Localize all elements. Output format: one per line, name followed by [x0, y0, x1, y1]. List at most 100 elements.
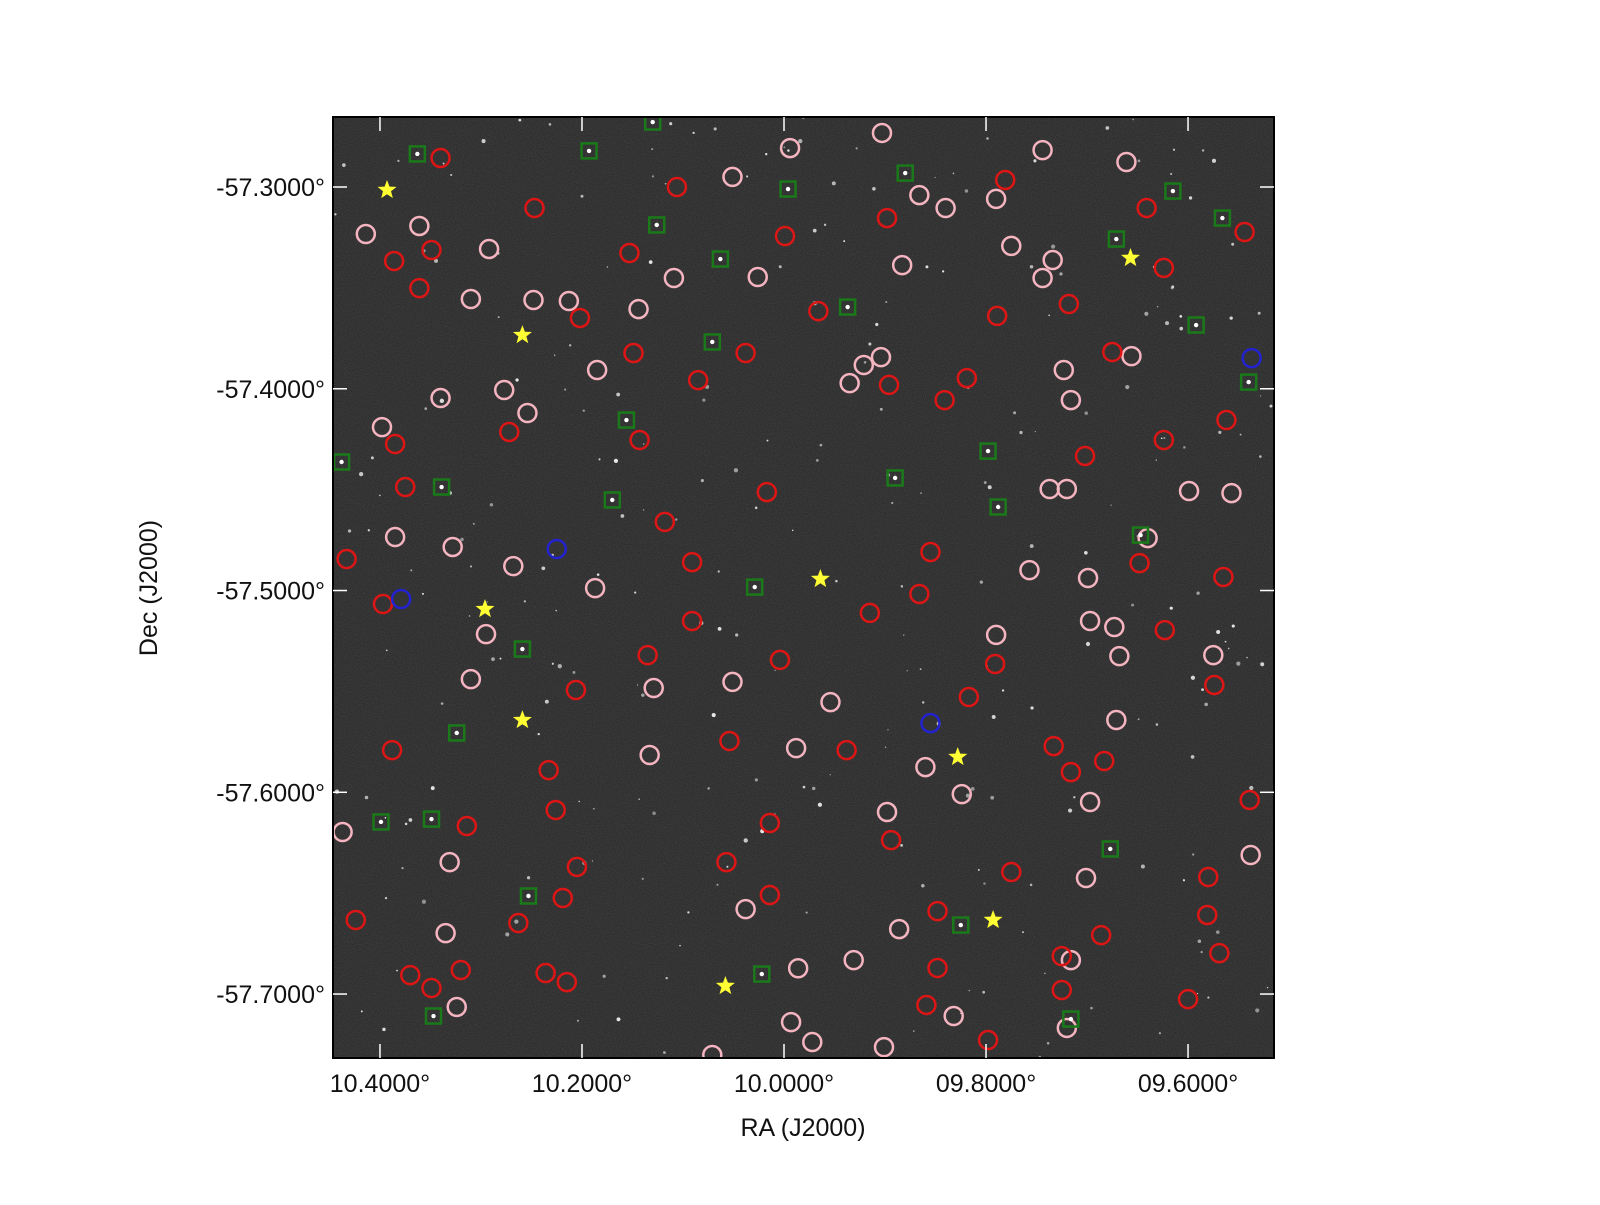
source-circle: [873, 1036, 895, 1058]
field-star: [401, 866, 404, 870]
source-circle: [876, 207, 898, 229]
field-star: [716, 883, 719, 886]
source-circle: [384, 526, 406, 548]
source-circle: [1116, 151, 1137, 173]
field-star: [1196, 591, 1200, 595]
field-star: [1172, 148, 1176, 151]
source-circle: [716, 851, 737, 873]
field-star: [983, 882, 986, 885]
source-circle: [1060, 761, 1082, 783]
source-square: [703, 333, 722, 351]
source-dot: [903, 170, 908, 176]
source-star: [512, 325, 532, 344]
source-circle: [1178, 480, 1200, 502]
field-star: [885, 300, 888, 303]
field-star: [1084, 550, 1088, 555]
field-star: [1019, 430, 1023, 435]
field-star: [1067, 808, 1073, 813]
source-circle: [836, 739, 857, 761]
source-circle: [1216, 409, 1237, 431]
source-star: [1121, 248, 1140, 267]
field-star: [1216, 630, 1221, 635]
field-star: [641, 693, 645, 697]
source-square: [647, 216, 666, 234]
field-star: [591, 860, 594, 862]
field-star: [551, 662, 554, 665]
field-star: [662, 1051, 666, 1055]
source-circle: [566, 856, 588, 878]
field-star: [919, 668, 922, 671]
field-star: [397, 159, 400, 163]
source-circle: [681, 610, 703, 632]
field-star: [648, 260, 653, 264]
source-circle: [628, 298, 649, 320]
source-circle: [383, 250, 405, 272]
source-circle: [986, 305, 1008, 327]
source-square: [1239, 373, 1258, 391]
field-star: [642, 443, 645, 445]
field-star: [569, 344, 572, 347]
field-star: [651, 175, 655, 178]
source-circle: [722, 166, 743, 188]
field-star: [408, 818, 413, 822]
source-circle: [475, 623, 497, 645]
field-star: [620, 514, 625, 518]
field-star: [1259, 455, 1262, 458]
source-square: [1213, 209, 1232, 227]
source-circle: [1051, 979, 1073, 1001]
source-circle: [702, 1044, 723, 1058]
field-star: [783, 146, 786, 149]
field-star: [582, 409, 585, 412]
field-star: [1029, 265, 1034, 269]
source-square: [580, 142, 598, 160]
source-circle: [1053, 359, 1075, 381]
source-dot: [1193, 322, 1199, 328]
source-circle: [759, 884, 781, 906]
field-star: [717, 570, 720, 573]
field-star: [555, 609, 558, 612]
source-star: [512, 710, 532, 729]
source-circle: [880, 829, 902, 851]
field-star: [726, 865, 729, 868]
field-star: [1090, 1006, 1093, 1010]
field-star: [815, 458, 819, 462]
field-star: [642, 509, 645, 511]
field-star: [1171, 285, 1175, 289]
field-star: [743, 838, 748, 843]
field-star: [523, 600, 526, 603]
source-circle: [1075, 867, 1097, 889]
field-star: [891, 501, 894, 505]
source-circle: [985, 188, 1007, 210]
source-square: [513, 640, 532, 658]
source-circle: [756, 481, 778, 503]
field-star: [641, 877, 644, 880]
source-circle: [666, 176, 688, 198]
source-circle: [920, 712, 941, 734]
source-circle: [779, 137, 801, 159]
source-circle: [1056, 478, 1078, 500]
source-dot: [845, 304, 850, 310]
field-star: [606, 266, 609, 268]
source-circle: [345, 909, 366, 931]
field-star: [805, 911, 808, 914]
field-star: [491, 657, 495, 662]
source-circle: [1056, 1017, 1078, 1039]
source-circle: [843, 949, 864, 971]
source-dot: [526, 893, 531, 899]
field-star: [868, 342, 872, 346]
field-star: [564, 388, 567, 391]
source-dot: [415, 151, 420, 157]
source-square: [333, 453, 351, 471]
field-star: [965, 793, 970, 798]
field-star: [1255, 1008, 1260, 1013]
y-tick-label: -57.6000°: [216, 779, 325, 807]
field-star: [692, 131, 695, 135]
y-tick-label: -57.3000°: [216, 174, 325, 202]
source-dot: [520, 646, 525, 652]
field-star: [638, 798, 640, 800]
source-dot: [1138, 532, 1143, 538]
field-star: [450, 173, 453, 177]
source-dot: [650, 119, 655, 125]
field-star: [900, 585, 904, 588]
y-axis-label: Dec (J2000): [135, 520, 163, 656]
